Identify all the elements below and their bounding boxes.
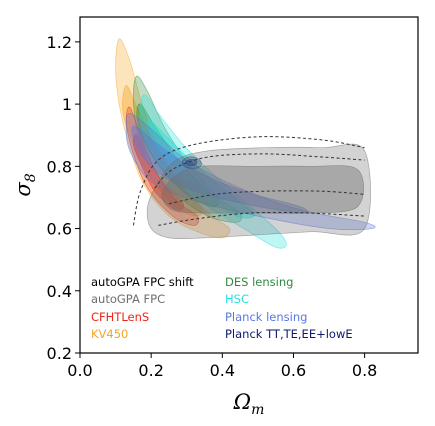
series-autogpa-fpc: [146, 143, 371, 240]
region-autogpa-fpc-1sigma: [161, 165, 365, 214]
y-axis-label-main: σ: [11, 182, 35, 197]
y-tick-label: 1.2: [47, 33, 72, 52]
region-planck-tt-te-ee-lowe-1sigma: [185, 158, 198, 167]
y-tick-label: 0.6: [47, 220, 72, 239]
confidence-regions: [115, 38, 376, 249]
y-axis-label: σ8: [11, 173, 39, 196]
y-tick-label: 0.2: [47, 344, 72, 363]
plot-frame: [79, 16, 419, 354]
x-axis-label: Ωm: [233, 390, 265, 418]
region-cfhtlens-2sigma: [125, 106, 200, 226]
legend-item-des-lensing: DES lensing: [225, 275, 293, 289]
legend-item-kv450: KV450: [91, 327, 128, 341]
region-hsc-1sigma: [146, 119, 256, 219]
x-axis-label-main: Ω: [233, 390, 251, 414]
x-tick-label: 0.4: [210, 361, 235, 380]
region-autogpa-fpc-shift-2sigma: [132, 136, 365, 226]
axis-ticks: 0.0 0.2 0.4 0.6 0.80.20.40.60.811.2: [47, 33, 378, 380]
legend: autoGPA FPC shift DES lensing autoGPA FPC H…: [91, 275, 353, 341]
x-tick-label: 0.6: [281, 361, 306, 380]
region-autogpa-fpc-shift-2sigma-lower: [158, 211, 365, 226]
y-tick-label: 1: [62, 95, 72, 114]
legend-item-autogpa-fpc-shift: autoGPA FPC shift: [91, 275, 194, 289]
series-autogpa-fpc-shift: [132, 136, 365, 226]
legend-item-planck-lensing: Planck lensing: [225, 310, 307, 324]
x-axis-label-sub: m: [251, 402, 264, 418]
legend-item-autogpa-fpc: autoGPA FPC: [91, 292, 165, 306]
region-autogpa-fpc-2sigma: [146, 143, 371, 240]
legend-item-cfhtlens: CFHTLenS: [91, 310, 149, 324]
y-tick-label: 0.4: [47, 282, 72, 301]
legend-item-planck-tt-te-ee-lowe: Planck TT,TE,EE+lowE: [225, 327, 353, 341]
x-tick-label: 0.2: [138, 361, 163, 380]
x-tick-label: 0.8: [352, 361, 377, 380]
region-des-lensing-1sigma: [136, 103, 220, 208]
series-des-lensing: [133, 75, 243, 223]
region-des-lensing-2sigma: [133, 75, 243, 223]
legend-item-hsc: HSC: [225, 292, 249, 306]
y-tick-label: 0.8: [47, 157, 72, 176]
y-axis-label-sub: 8: [23, 173, 39, 182]
x-tick-label: 0.0: [67, 361, 92, 380]
region-autogpa-fpc-shift-1sigma: [154, 153, 365, 189]
